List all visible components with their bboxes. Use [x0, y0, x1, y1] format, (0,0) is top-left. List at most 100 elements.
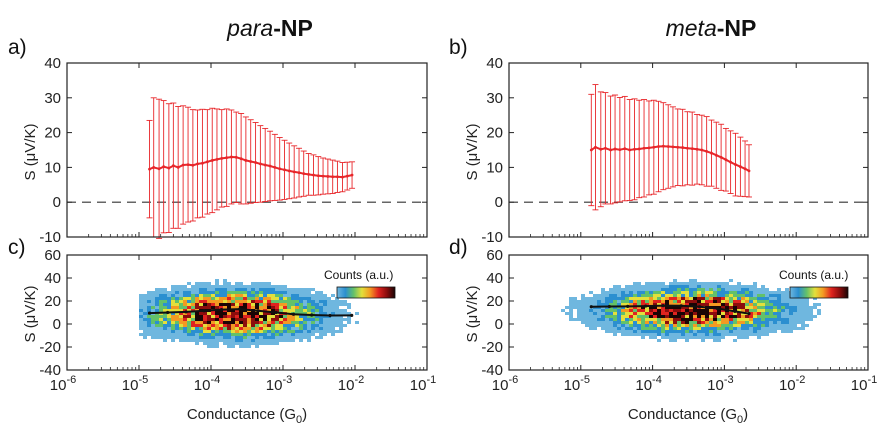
heat-cell-d: [773, 300, 777, 303]
heat-cell-d: [673, 306, 677, 309]
heat-cell-c: [271, 339, 275, 342]
heat-cell-c: [199, 333, 203, 336]
heat-cell-d: [645, 333, 649, 336]
heat-cell-d: [633, 321, 637, 324]
heat-cell-c: [271, 333, 275, 336]
heat-cell-c: [287, 330, 291, 333]
heat-cell-c: [211, 327, 215, 330]
heat-cell-c: [199, 330, 203, 333]
heat-cell-c: [323, 327, 327, 330]
heat-cell-d: [689, 327, 693, 330]
heat-cell-d: [685, 318, 689, 321]
heat-cell-d: [561, 321, 565, 324]
heat-cell-c: [323, 306, 327, 309]
heat-cell-c: [255, 297, 259, 300]
heat-cell-c: [267, 330, 271, 333]
heat-cell-d: [793, 306, 797, 309]
heat-cell-c: [159, 303, 163, 306]
heat-cell-d: [729, 330, 733, 333]
heat-cell-d: [633, 300, 637, 303]
heat-cell-d: [685, 300, 689, 303]
heat-cell-d: [745, 300, 749, 303]
heat-cell-c: [159, 291, 163, 294]
heat-cell-c: [267, 297, 271, 300]
heat-cell-d: [649, 333, 653, 336]
heat-cell-c: [283, 327, 287, 330]
heat-cell-c: [215, 285, 219, 288]
heat-cell-c: [231, 291, 235, 294]
heat-cell-c: [331, 324, 335, 327]
heat-cell-d: [705, 315, 709, 318]
heat-cell-c: [279, 306, 283, 309]
heat-cell-d: [553, 321, 557, 324]
heat-cell-c: [159, 285, 163, 288]
heat-cell-c: [159, 294, 163, 297]
heat-cell-c: [187, 327, 191, 330]
heat-cell-c: [159, 333, 163, 336]
heat-cell-d: [717, 315, 721, 318]
heat-cell-d: [797, 327, 801, 330]
heat-cell-c: [139, 318, 143, 321]
heat-cell-d: [601, 315, 605, 318]
heat-cell-d: [673, 279, 677, 282]
heat-cell-d: [801, 321, 805, 324]
heat-cell-d: [721, 306, 725, 309]
heat-cell-d: [753, 306, 757, 309]
heat-cell-d: [813, 315, 817, 318]
heat-cell-c: [255, 321, 259, 324]
heat-cell-d: [673, 339, 677, 342]
heat-cell-d: [621, 327, 625, 330]
heat-cell-d: [677, 309, 681, 312]
heat-cell-c: [147, 333, 151, 336]
heat-cell-d: [737, 303, 741, 306]
heat-cell-d: [653, 285, 657, 288]
heat-cell-d: [621, 294, 625, 297]
heat-cell-c: [155, 309, 159, 312]
heat-cell-d: [665, 321, 669, 324]
heat-cell-d: [777, 312, 781, 315]
heat-cell-c: [231, 288, 235, 291]
heat-cell-d: [741, 321, 745, 324]
heat-cell-c: [163, 315, 167, 318]
xlabel-d-text: Conductance (G: [628, 406, 737, 423]
heat-cell-c: [139, 324, 143, 327]
heat-cell-d: [677, 315, 681, 318]
heat-cell-d: [741, 282, 745, 285]
heat-cell-d: [733, 315, 737, 318]
heat-cell-c: [259, 336, 263, 339]
heat-cell-c: [279, 330, 283, 333]
heat-cell-d: [653, 294, 657, 297]
heat-cell-d: [673, 297, 677, 300]
heat-cell-d: [689, 321, 693, 324]
heat-cell-d: [705, 282, 709, 285]
heat-cell-c: [303, 333, 307, 336]
heat-cell-d: [717, 333, 721, 336]
heat-cell-c: [179, 309, 183, 312]
title-para-italic: para: [226, 15, 273, 41]
heat-cell-d: [617, 315, 621, 318]
heat-cell-d: [597, 321, 601, 324]
heat-cell-c: [147, 342, 151, 345]
heat-cell-d: [721, 327, 725, 330]
heat-cell-c: [167, 327, 171, 330]
heat-cell-d: [621, 315, 625, 318]
heat-cell-d: [777, 282, 781, 285]
heat-cell-c: [279, 339, 283, 342]
heat-cell-c: [179, 321, 183, 324]
heat-cell-c: [339, 330, 343, 333]
heat-cell-d: [609, 321, 613, 324]
heat-cell-d: [669, 306, 673, 309]
heat-cell-c: [247, 330, 251, 333]
heat-cell-c: [327, 333, 331, 336]
heat-cell-d: [721, 333, 725, 336]
heat-cell-c: [191, 315, 195, 318]
heat-cell-d: [697, 303, 701, 306]
heat-cell-d: [793, 297, 797, 300]
heat-cell-d: [773, 318, 777, 321]
heat-cell-c: [163, 288, 167, 291]
heat-cell-d: [765, 321, 769, 324]
heat-cell-c: [215, 306, 219, 309]
heat-cell-d: [697, 282, 701, 285]
heat-cell-c: [323, 336, 327, 339]
